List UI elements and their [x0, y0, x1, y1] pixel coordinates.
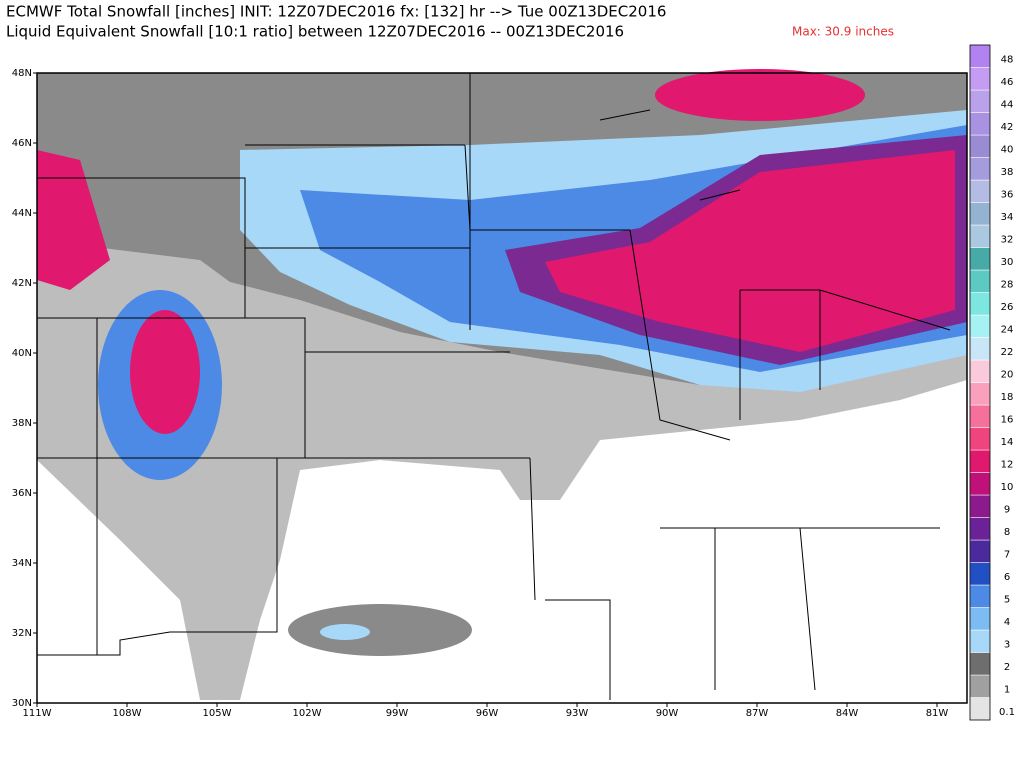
colorbar-label: 6	[1004, 572, 1010, 583]
colorbar-swatch	[969, 179, 991, 203]
lat-label: 32N	[12, 628, 32, 639]
colorbar-label: 34	[1001, 212, 1014, 223]
colorbar-label: 42	[1001, 122, 1014, 133]
colorbar-label: 40	[1001, 145, 1014, 156]
colorbar-swatch	[969, 382, 991, 406]
colorbar-swatch	[969, 472, 991, 496]
colorbar-label: 38	[1001, 167, 1014, 178]
snow-rockies-max	[130, 310, 200, 434]
map	[36, 69, 968, 704]
colorbar-swatch	[969, 67, 991, 91]
colorbar-swatch	[969, 202, 991, 226]
colorbar-label: 36	[1001, 190, 1014, 201]
snow-12in	[545, 150, 955, 352]
snow-idaho	[37, 150, 110, 290]
colorbar-label: 46	[1001, 77, 1014, 88]
colorbar-label: 4	[1004, 617, 1010, 628]
colorbar-label: 9	[1004, 505, 1010, 516]
colorbar-swatch	[969, 269, 991, 293]
colorbar-swatch	[969, 89, 991, 113]
colorbar-label: 2	[1004, 662, 1010, 673]
colorbar-swatch	[969, 247, 991, 271]
colorbar-swatch	[969, 607, 991, 631]
colorbar-swatch	[969, 157, 991, 181]
colorbar-swatch	[969, 494, 991, 518]
colorbar-label: 1	[1004, 685, 1010, 696]
colorbar-swatch	[969, 427, 991, 451]
colorbar-swatch	[969, 629, 991, 653]
colorbar-label: 12	[1001, 460, 1014, 471]
colorbar-swatch	[969, 112, 991, 136]
lat-label: 36N	[12, 488, 32, 499]
map-frame	[36, 72, 968, 704]
lat-label: 34N	[12, 558, 32, 569]
colorbar-label: 30	[1001, 257, 1014, 268]
max-label: Max: 30.9 inches	[792, 25, 894, 39]
colorbar-label: 5	[1004, 595, 1010, 606]
colorbar-swatch	[969, 539, 991, 563]
colorbar-swatch	[969, 697, 991, 721]
title-line1: ECMWF Total Snowfall [inches] INIT: 12Z0…	[6, 3, 666, 21]
colorbar-swatch	[969, 449, 991, 473]
colorbar-label: 3	[1004, 640, 1010, 651]
lon-label: 105W	[203, 708, 232, 719]
colorbar-label: 0.1	[999, 707, 1015, 718]
colorbar-swatch	[969, 314, 991, 338]
colorbar-label: 18	[1001, 392, 1014, 403]
snow-texas-max	[320, 624, 370, 640]
title-line2: Liquid Equivalent Snowfall [10:1 ratio] …	[6, 23, 624, 41]
colorbar-swatch	[969, 44, 991, 68]
colorbar-label: 7	[1004, 550, 1010, 561]
lat-label: 46N	[12, 138, 32, 149]
lon-label: 111W	[23, 708, 52, 719]
colorbar-label: 22	[1001, 347, 1014, 358]
lat-label: 44N	[12, 208, 32, 219]
colorbar-swatch	[969, 224, 991, 248]
snow-texas	[288, 604, 472, 656]
lat-label: 40N	[12, 348, 32, 359]
colorbar-label: 24	[1001, 325, 1014, 336]
colorbar-swatch	[969, 652, 991, 676]
colorbar-label: 26	[1001, 302, 1014, 313]
colorbar-swatch	[969, 674, 991, 698]
lon-label: 108W	[113, 708, 142, 719]
colorbar-label: 44	[1001, 100, 1014, 111]
lon-label: 96W	[476, 708, 499, 719]
state-borders	[37, 73, 951, 700]
lat-label: 30N	[12, 698, 32, 709]
colorbar-label: 16	[1001, 415, 1014, 426]
colorbar-swatch	[969, 404, 991, 428]
colorbar-label: 48	[1001, 55, 1014, 66]
colorbar-label: 20	[1001, 370, 1014, 381]
lon-label: 87W	[746, 708, 769, 719]
lon-label: 84W	[836, 708, 859, 719]
lon-label: 99W	[386, 708, 409, 719]
colorbar-label: 14	[1001, 437, 1014, 448]
lat-label: 42N	[12, 278, 32, 289]
colorbar-label: 8	[1004, 527, 1010, 538]
colorbar-swatch	[969, 584, 991, 608]
colorbar-swatch	[969, 337, 991, 361]
lat-label: 38N	[12, 418, 32, 429]
colorbar-swatch	[969, 134, 991, 158]
lon-label: 90W	[656, 708, 679, 719]
colorbar-label: 28	[1001, 280, 1014, 291]
lon-label: 81W	[926, 708, 949, 719]
colorbar-swatch	[969, 292, 991, 316]
lat-label: 48N	[12, 68, 32, 79]
lon-label: 102W	[293, 708, 322, 719]
colorbar-swatch	[969, 359, 991, 383]
lon-label: 93W	[566, 708, 589, 719]
colorbar-swatch	[969, 517, 991, 541]
colorbar-frame	[969, 44, 991, 721]
colorbar-label: 10	[1001, 482, 1014, 493]
colorbar-label: 32	[1001, 235, 1014, 246]
colorbar-swatch	[969, 562, 991, 586]
snow-superior	[655, 69, 865, 121]
